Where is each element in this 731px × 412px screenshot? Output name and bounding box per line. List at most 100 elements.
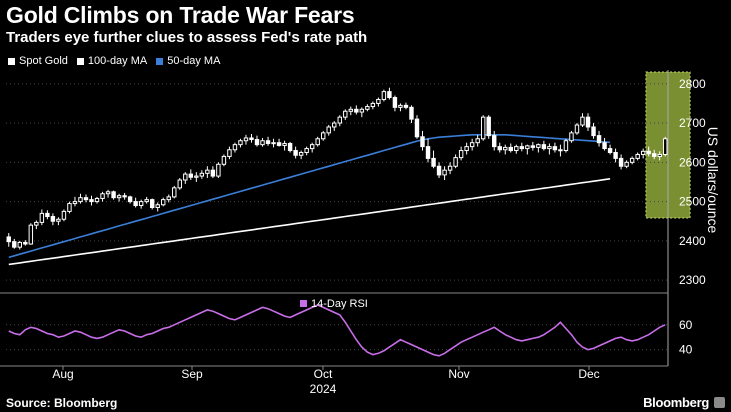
rsi-line	[8, 304, 666, 357]
candle-body	[425, 146, 431, 159]
candle-body	[172, 187, 177, 198]
candle-body	[629, 157, 635, 163]
candle-body	[17, 241, 23, 248]
candle-body	[613, 152, 618, 159]
candle-body	[232, 144, 238, 151]
candle-body	[447, 165, 453, 171]
candle-body	[78, 197, 83, 203]
candle-body	[227, 149, 232, 157]
candle-body	[249, 137, 254, 141]
candle-body	[563, 140, 569, 152]
candle-body	[282, 142, 287, 146]
candle-body	[574, 124, 580, 134]
candle-body	[624, 161, 629, 167]
y-tick-label-2600: 2600	[679, 155, 706, 169]
candle-body	[525, 145, 530, 150]
x-tick-label-Aug: Aug	[52, 367, 73, 381]
candle-body	[414, 118, 420, 138]
candle-body	[646, 150, 651, 155]
candle-body	[304, 148, 309, 154]
source-note: Source: Bloomberg	[6, 396, 118, 410]
candle-body	[122, 195, 127, 198]
candle-body	[254, 139, 260, 146]
x-tick-label-Dec: Dec	[578, 367, 599, 381]
candle-body	[144, 199, 149, 203]
candle-body	[453, 157, 458, 167]
candle-body	[39, 212, 45, 223]
candle-body	[348, 108, 354, 112]
candle-body	[640, 150, 646, 155]
gridlines	[6, 83, 668, 351]
candle-body	[332, 122, 337, 128]
ma50-path	[8, 134, 611, 259]
candle-body	[403, 104, 409, 108]
candle-body	[635, 153, 640, 159]
ma50-line	[8, 134, 611, 259]
candle-body	[89, 199, 94, 203]
candle-body	[607, 148, 613, 154]
candle-body	[320, 132, 326, 140]
candle-body	[651, 153, 657, 157]
candle-body	[354, 108, 359, 113]
candle-body	[12, 241, 17, 248]
y-axis-title: US dollars/ounce	[705, 127, 721, 234]
candle-body	[166, 196, 171, 201]
candle-body	[83, 197, 89, 201]
legend-swatch-spot-gold	[8, 57, 15, 65]
legend-label-50-day-ma: 50-day MA	[167, 55, 221, 67]
candle-body	[596, 135, 602, 144]
candle-body	[469, 142, 475, 148]
candle-body	[315, 138, 320, 146]
candle-body	[221, 155, 227, 165]
chart-title: Gold Climbs on Trade War Fears	[6, 2, 355, 28]
chart-subtitle: Traders eye further clues to assess Fed'…	[6, 29, 368, 46]
ma100-line	[8, 178, 611, 266]
candle-body	[276, 142, 282, 146]
candle-body	[155, 204, 160, 208]
candle-body	[569, 132, 574, 142]
candle-body	[61, 210, 67, 220]
highlight-box	[645, 71, 691, 219]
candle-body	[486, 116, 491, 137]
candle-body	[591, 126, 596, 137]
candle-body	[370, 102, 376, 108]
candle-body	[23, 241, 28, 245]
candle-body	[287, 142, 293, 152]
rsi-panel: 14-Day RSI	[8, 298, 666, 357]
legend-swatch-100-day-ma	[76, 57, 84, 65]
candle-body	[503, 146, 508, 151]
candle-body	[480, 116, 486, 140]
candle-body	[111, 191, 116, 199]
axes: 2300 2400 2500 2600 2700 2800 40 60 US dollars/o…	[0, 70, 721, 396]
candle-body	[508, 146, 513, 152]
candle-body	[298, 152, 304, 156]
legend-item-spot-gold: Spot Gold	[8, 55, 68, 67]
candle-body	[116, 195, 122, 199]
candle-body	[45, 212, 50, 218]
candle-body	[343, 110, 348, 118]
brand-badge-icon	[714, 397, 725, 408]
candle-body	[530, 145, 536, 148]
x-tick-label-Nov: Nov	[448, 367, 469, 381]
candle-body	[326, 126, 331, 134]
candle-body	[309, 144, 315, 150]
candle-body	[133, 201, 138, 207]
candle-body	[657, 153, 662, 157]
candle-body	[458, 150, 464, 159]
candle-body	[183, 173, 188, 181]
rsi-legend-swatch	[300, 300, 307, 307]
candle-body	[585, 116, 591, 128]
legend-item-100-day-ma: 100-day MA	[76, 55, 147, 67]
candle-body	[28, 224, 34, 245]
candle-body	[602, 142, 607, 150]
brand-logo: Bloomberg	[643, 395, 709, 410]
candles	[6, 87, 668, 250]
candle-body	[409, 106, 414, 120]
candle-body	[381, 91, 387, 100]
candle-body	[138, 201, 144, 207]
candle-body	[497, 146, 502, 151]
candle-body	[337, 116, 342, 124]
y-tick-label-2400: 2400	[679, 234, 706, 248]
candle-body	[552, 146, 558, 151]
candle-body	[359, 108, 365, 113]
